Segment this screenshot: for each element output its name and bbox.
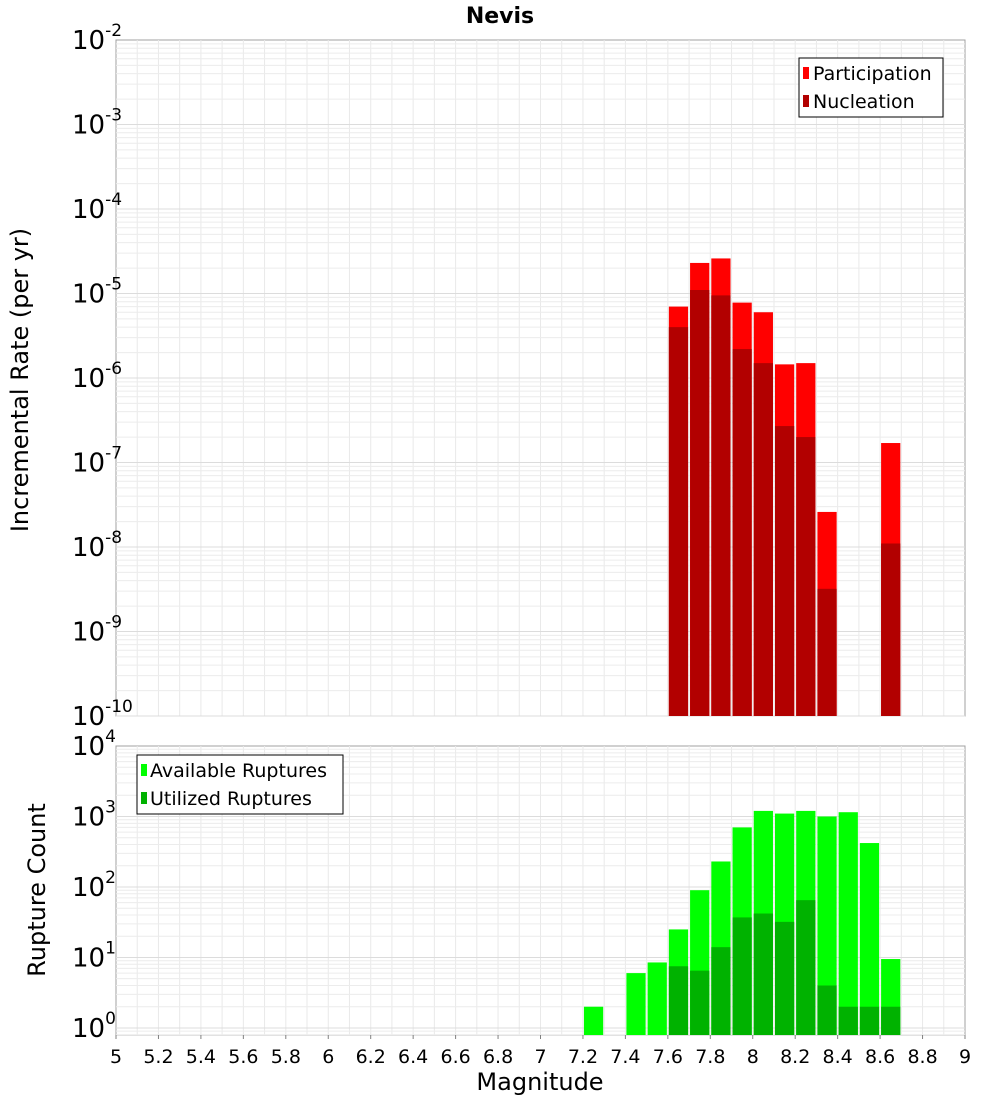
count-y-tick-label: 101 xyxy=(72,938,116,973)
count-y-tick-label: 102 xyxy=(72,868,116,903)
count-bar-available-ruptures xyxy=(626,973,646,1035)
x-tick-label: 7 xyxy=(534,1046,546,1068)
rate-y-tick-labels: 10-10 10-9 10-8 10-7 10-6 10-5 10-4 10-3 10-2 xyxy=(72,21,133,732)
count-bar-utilized-ruptures xyxy=(796,900,816,1035)
x-tick-label: 5.2 xyxy=(143,1046,173,1068)
x-tick-label: 6.6 xyxy=(440,1046,470,1068)
x-tick-label: 6.8 xyxy=(483,1046,513,1068)
rate-legend: Participation Nucleation xyxy=(798,57,944,118)
count-bar-utilized-ruptures xyxy=(881,1006,901,1035)
x-tick-label: 7.8 xyxy=(695,1046,725,1068)
x-tick-label: 8.4 xyxy=(823,1046,853,1068)
rate-y-tick-label: 10-3 xyxy=(72,106,122,141)
nucleation-legend-swatch xyxy=(803,95,809,107)
available-legend-swatch xyxy=(141,764,147,776)
utilized-legend-swatch xyxy=(141,792,147,804)
rate-bar-nucleation xyxy=(668,327,689,716)
count-bar-utilized-ruptures xyxy=(732,917,752,1035)
rate-y-tick-label: 10-6 xyxy=(72,359,122,394)
count-bar-utilized-ruptures xyxy=(690,970,710,1035)
rate-bar-nucleation xyxy=(711,295,731,716)
rate-y-tick-label: 10-8 xyxy=(72,528,122,563)
participation-legend-label: Participation xyxy=(813,63,932,85)
chart-title: Nevis xyxy=(466,4,534,29)
rate-bar-nucleation xyxy=(796,437,816,716)
rate-bar-nucleation xyxy=(690,290,710,716)
x-tick-label: 6.4 xyxy=(398,1046,428,1068)
count-y-axis-label: Rupture Count xyxy=(23,803,51,977)
count-legend: Available Ruptures Utilized Ruptures xyxy=(136,754,344,815)
rate-y-tick-label: 10-7 xyxy=(72,444,122,479)
x-tick-label: 7.6 xyxy=(653,1046,683,1068)
count-legend-box xyxy=(136,754,344,815)
count-bar-utilized-ruptures xyxy=(859,1006,880,1035)
count-bar-available-ruptures xyxy=(583,1006,604,1035)
count-y-tick-label: 100 xyxy=(72,1009,116,1044)
x-tick-label: 7.2 xyxy=(568,1046,598,1068)
rate-bar-nucleation xyxy=(774,426,795,716)
count-bar-utilized-ruptures xyxy=(817,985,837,1035)
rate-panel: 10-10 10-9 10-8 10-7 10-6 10-5 10-4 10-3 10-2 In… xyxy=(6,21,966,732)
count-bar-utilized-ruptures xyxy=(711,947,731,1035)
x-tick-label: 7.4 xyxy=(610,1046,640,1068)
x-tick-label: 8.2 xyxy=(780,1046,810,1068)
rate-bars xyxy=(668,258,901,716)
available-legend-label: Available Ruptures xyxy=(150,760,327,782)
rate-y-tick-label: 10-4 xyxy=(72,190,122,225)
x-tick-label: 6 xyxy=(322,1046,334,1068)
x-tick-label: 8 xyxy=(747,1046,759,1068)
count-panel: 100 101 102 103 104 5 5.2 5.4 5.6 5.8 6 6.2 6.4 6.6 6… xyxy=(23,727,971,1096)
count-bar-utilized-ruptures xyxy=(668,966,689,1035)
count-bar-available-ruptures xyxy=(817,816,837,1035)
count-bar-utilized-ruptures xyxy=(753,913,773,1035)
x-tick-label: 5 xyxy=(110,1046,122,1068)
x-tick-label: 9 xyxy=(959,1046,971,1068)
nucleation-legend-label: Nucleation xyxy=(813,91,915,113)
rate-bar-nucleation xyxy=(881,543,901,716)
rate-bar-nucleation xyxy=(753,363,773,716)
count-y-tick-label: 103 xyxy=(72,797,116,832)
rate-y-tick-label: 10-5 xyxy=(72,275,122,310)
x-tick-label: 8.6 xyxy=(865,1046,895,1068)
rate-y-tick-label: 10-9 xyxy=(72,613,122,648)
rate-y-tick-label: 10-2 xyxy=(72,21,122,56)
count-bar-available-ruptures xyxy=(838,812,858,1035)
count-x-tick-labels: 5 5.2 5.4 5.6 5.8 6 6.2 6.4 6.6 6.8 7 7.2 7.4 7.6 7.8 8… xyxy=(110,1035,971,1068)
participation-legend-swatch xyxy=(803,67,809,79)
rate-y-axis-label: Incremental Rate (per yr) xyxy=(6,228,34,532)
count-bar-utilized-ruptures xyxy=(774,921,795,1035)
count-bars xyxy=(583,810,901,1035)
x-tick-label: 5.4 xyxy=(186,1046,216,1068)
rate-bar-nucleation xyxy=(817,588,837,716)
count-bar-available-ruptures xyxy=(647,962,667,1035)
utilized-legend-label: Utilized Ruptures xyxy=(150,788,312,810)
x-axis-label: Magnitude xyxy=(476,1068,603,1096)
rate-legend-box xyxy=(798,57,944,118)
rate-bar-nucleation xyxy=(732,349,752,716)
x-tick-label: 5.6 xyxy=(228,1046,258,1068)
count-y-tick-label: 104 xyxy=(72,727,116,762)
x-tick-label: 6.2 xyxy=(356,1046,386,1068)
count-bar-available-ruptures xyxy=(859,843,880,1035)
rate-y-tick-label: 10-10 xyxy=(72,697,133,732)
x-tick-label: 5.8 xyxy=(271,1046,301,1068)
x-tick-label: 8.8 xyxy=(907,1046,937,1068)
count-bar-utilized-ruptures xyxy=(838,1006,858,1035)
rate-gridlines xyxy=(116,40,965,717)
count-y-tick-labels: 100 101 102 103 104 xyxy=(72,727,116,1044)
